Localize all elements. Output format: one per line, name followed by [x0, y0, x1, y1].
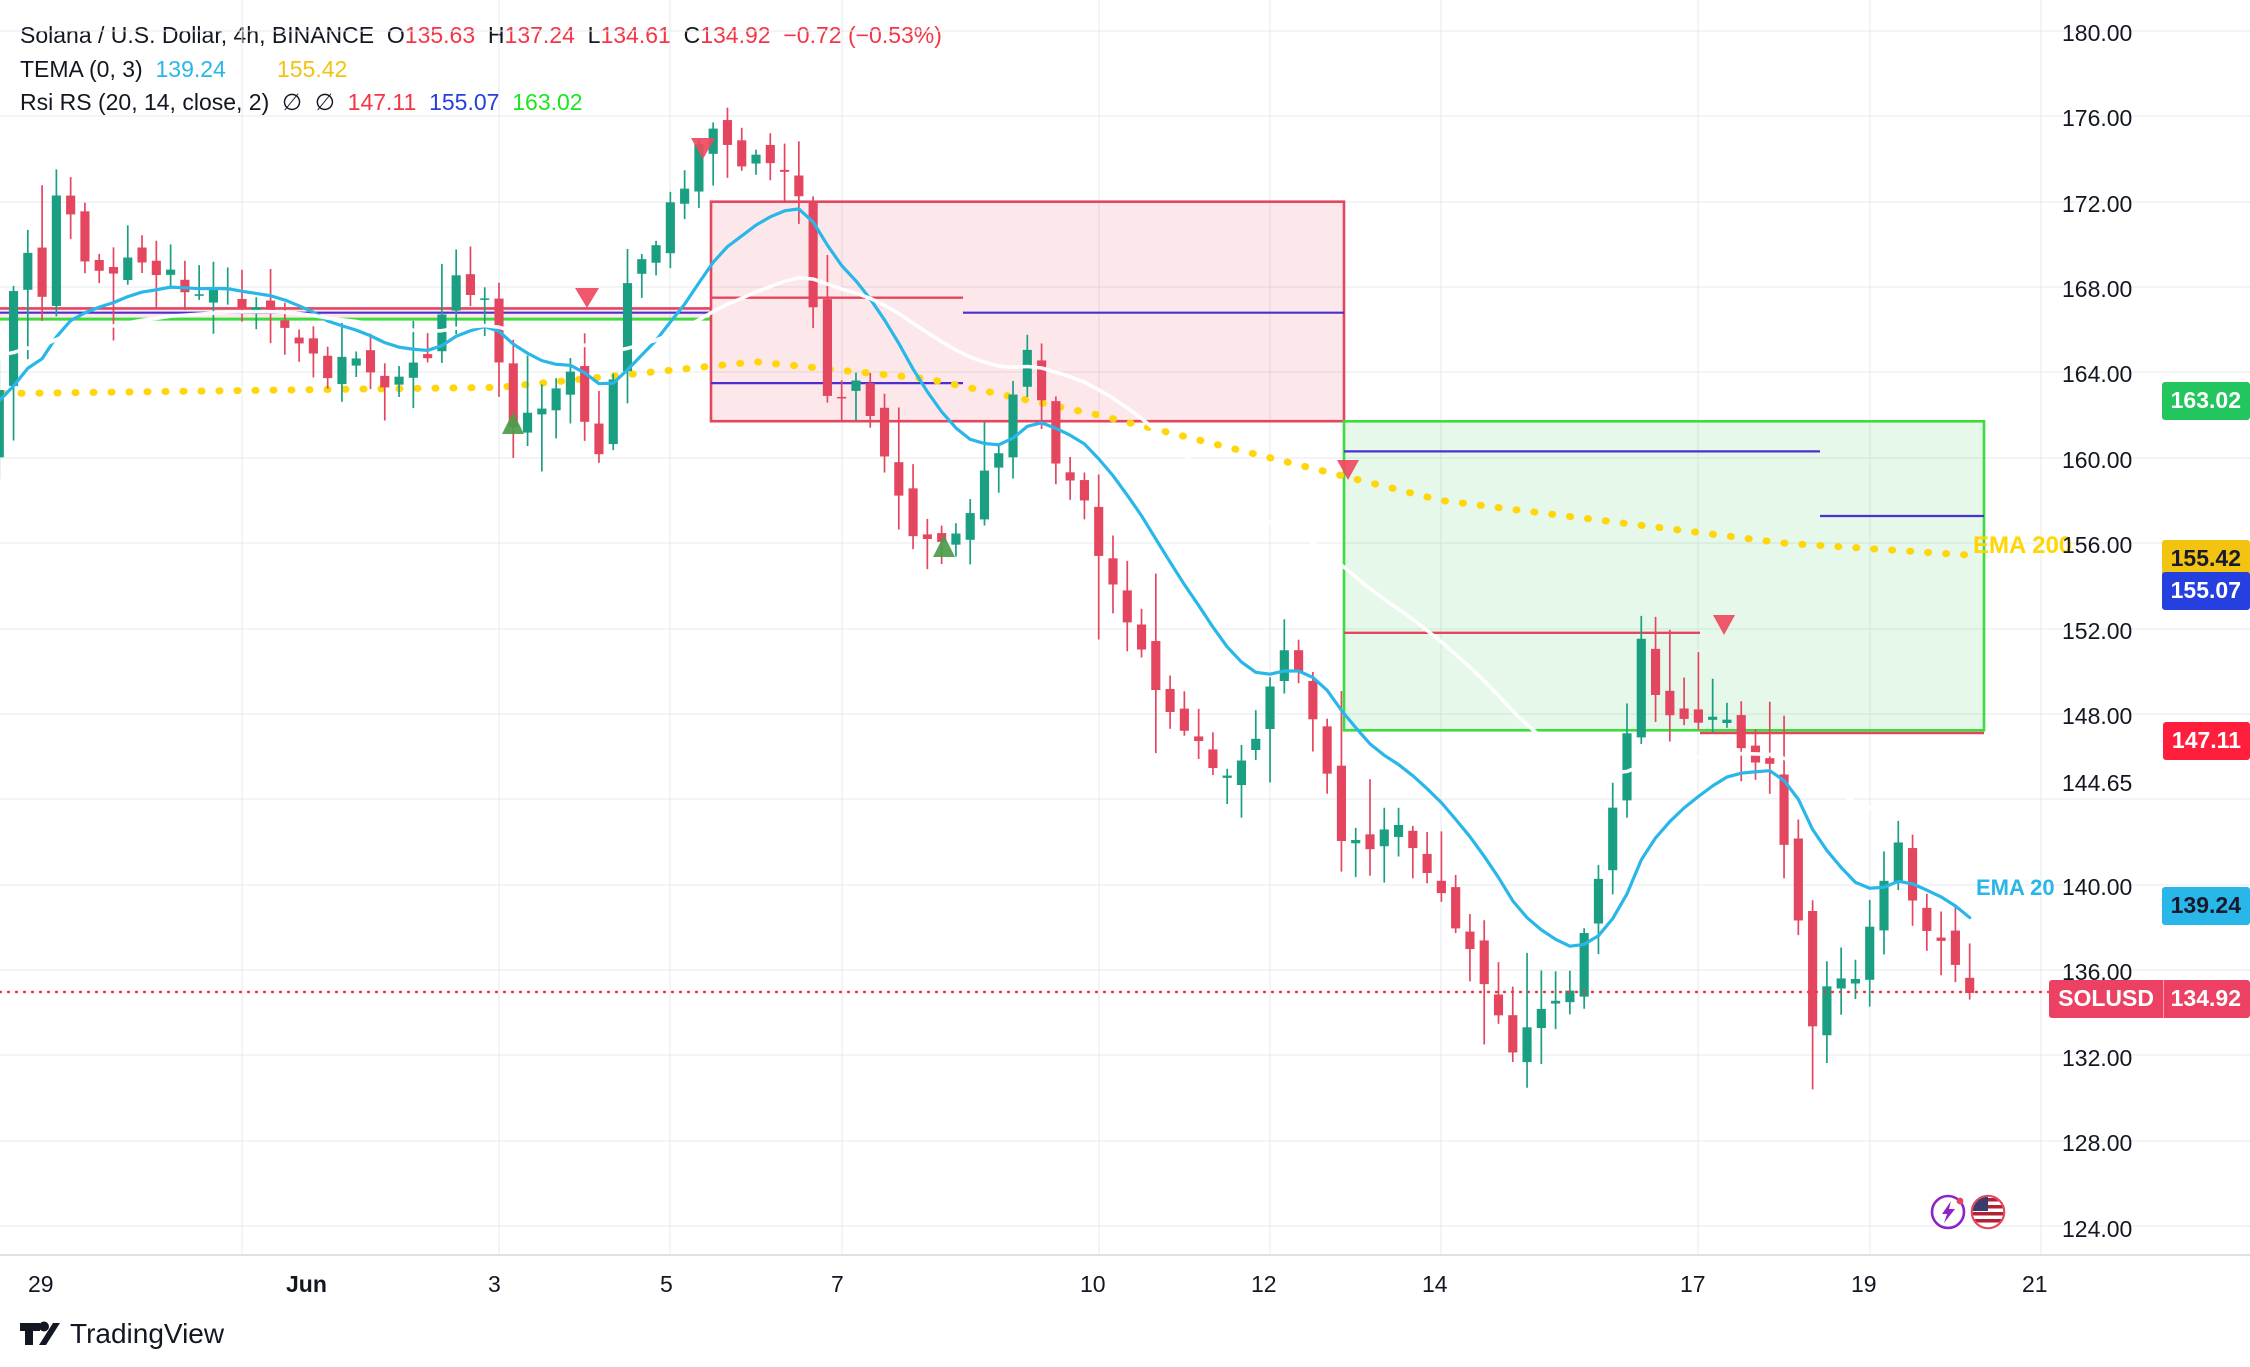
- svg-text:EMA 20: EMA 20: [1976, 875, 2055, 900]
- svg-text:EMA 200: EMA 200: [1973, 532, 2072, 559]
